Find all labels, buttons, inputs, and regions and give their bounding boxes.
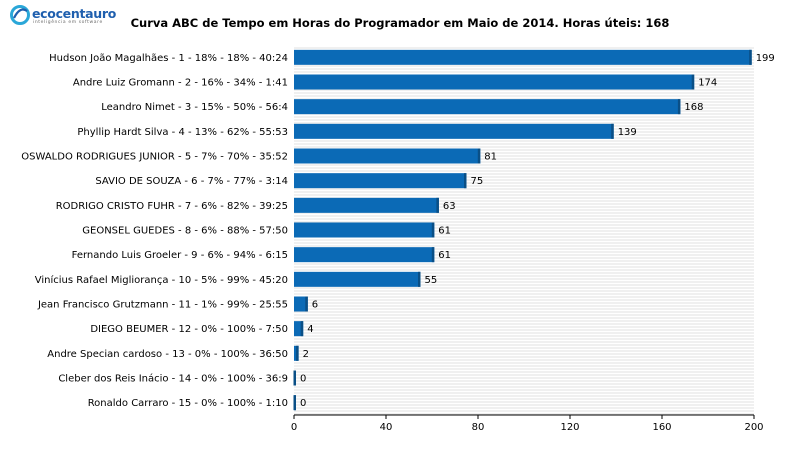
value-label: 55: [425, 275, 438, 286]
value-label: 75: [471, 176, 484, 187]
category-label: Andre Specian cardoso - 13 - 0% - 100% -…: [47, 349, 288, 360]
category-label: Andre Luiz Gromann - 2 - 16% - 34% - 1:4…: [73, 78, 288, 89]
bar-edge: [305, 296, 308, 312]
value-label: 63: [443, 201, 456, 212]
bars: [293, 49, 752, 411]
value-label: 2: [303, 349, 309, 360]
bar-edge: [300, 321, 304, 337]
category-label: Phyllip Hardt Silva - 4 - 13% - 62% - 55…: [77, 127, 288, 138]
category-label: GEONSEL GUEDES - 8 - 6% - 88% - 57:50: [82, 226, 288, 237]
bar: [294, 173, 467, 189]
value-label: 61: [438, 250, 451, 261]
bar-edge: [431, 247, 435, 263]
x-tick-label: 0: [291, 422, 297, 433]
category-label: Ronaldo Carraro - 15 - 0% - 100% - 1:10: [88, 398, 288, 409]
value-label: 81: [484, 152, 497, 163]
value-label: 199: [756, 53, 775, 64]
value-label: 61: [438, 226, 451, 237]
bar-edge: [293, 395, 296, 411]
x-tick-label: 80: [472, 422, 485, 433]
x-tick-label: 120: [560, 422, 579, 433]
category-label: Hudson João Magalhães - 1 - 18% - 18% - …: [49, 53, 288, 64]
bar: [294, 321, 304, 337]
bar: [294, 99, 681, 115]
x-tick-label: 40: [380, 422, 393, 433]
bar-edge: [477, 148, 481, 164]
x-axis-ticks: 0 40 80 120 160 200: [291, 415, 764, 433]
bar-edge: [611, 123, 614, 139]
bar: [294, 123, 614, 139]
logo-tagline: inteligência em software: [33, 20, 103, 25]
category-labels: Hudson João Magalhães - 1 - 18% - 18% - …: [21, 53, 288, 409]
category-label: DIEGO BEUMER - 12 - 0% - 100% - 7:50: [90, 324, 288, 335]
x-tick-label: 160: [652, 422, 671, 433]
bar: [294, 74, 695, 90]
category-label: SAVIO DE SOUZA - 6 - 7% - 77% - 3:14: [95, 176, 288, 187]
category-label: RODRIGO CRISTO FUHR - 7 - 6% - 82% - 39:…: [56, 201, 288, 212]
logo: ecocentauro inteligência em software: [10, 4, 130, 30]
bar-edge: [293, 370, 296, 386]
bar-edge: [691, 74, 695, 90]
bar-edge: [436, 197, 439, 213]
category-label: Leandro Nimet - 3 - 15% - 50% - 56:4: [101, 102, 288, 113]
value-label: 6: [312, 300, 318, 311]
category-label: Jean Francisco Grutzmann - 11 - 1% - 99%…: [37, 300, 288, 311]
x-tick-label: 200: [744, 422, 763, 433]
value-label: 0: [300, 374, 306, 385]
bar-edge: [749, 49, 752, 65]
bar: [294, 271, 421, 287]
bar: [294, 197, 439, 213]
bar-edge: [431, 222, 435, 238]
bar-edge: [418, 271, 421, 287]
value-labels: 199 174 168 139 81 75 63 61 61 55 6 4 2 0 0: [300, 53, 775, 409]
bar: [294, 148, 481, 164]
category-label: Vinícius Rafael Migliorança - 10 - 5% - …: [35, 274, 288, 286]
bar: [294, 247, 435, 263]
value-label: 174: [698, 78, 717, 89]
category-label: Cleber dos Reis Inácio - 14 - 0% - 100% …: [58, 373, 288, 385]
category-label: Fernando Luis Groeler - 9 - 6% - 94% - 6…: [72, 250, 288, 261]
bar-edge: [464, 173, 467, 189]
chart-title: Curva ABC de Tempo em Horas do Programad…: [130, 16, 670, 30]
logo-brand: ecocentauro: [32, 6, 117, 21]
category-label: OSWALDO RODRIGUES JUNIOR - 5 - 7% - 70% …: [21, 152, 288, 163]
bar-edge: [296, 345, 299, 361]
bar-edge: [677, 99, 681, 115]
value-label: 4: [307, 324, 313, 335]
bar: [294, 222, 435, 238]
bar: [294, 296, 308, 312]
value-label: 0: [300, 398, 306, 409]
bar: [294, 49, 752, 65]
logo-mark-icon: [10, 5, 30, 25]
value-label: 139: [618, 127, 637, 138]
value-label: 168: [684, 102, 703, 113]
